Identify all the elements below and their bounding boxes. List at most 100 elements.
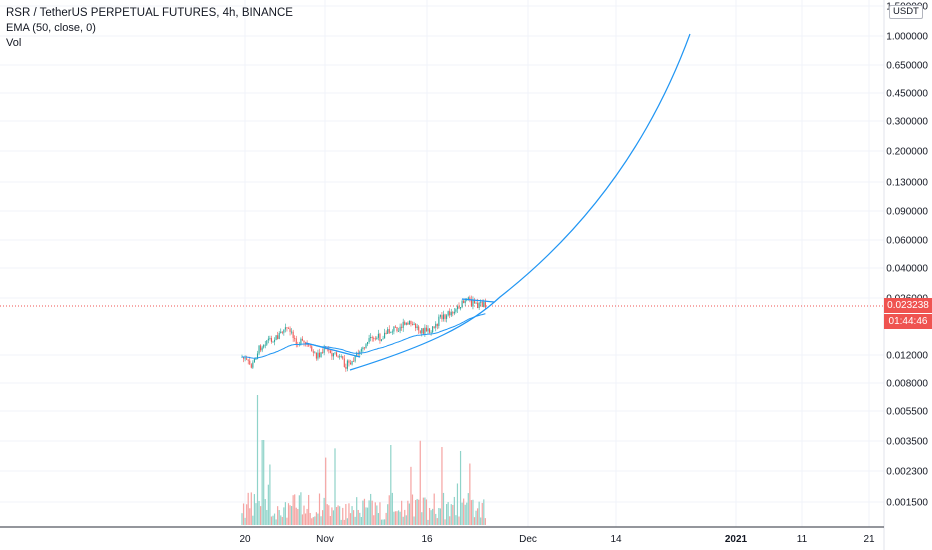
candle-body bbox=[393, 326, 395, 332]
volume-bar bbox=[416, 498, 418, 525]
descending-trendline[interactable] bbox=[305, 342, 361, 358]
volume-bar bbox=[407, 500, 409, 525]
volume-bar bbox=[384, 519, 386, 525]
volume-bar bbox=[387, 504, 389, 525]
volume-bar bbox=[281, 516, 283, 525]
candle-body bbox=[477, 302, 479, 309]
volume-bar bbox=[275, 519, 277, 525]
candle-body bbox=[390, 331, 392, 333]
volume-bar bbox=[278, 510, 280, 525]
volume-bar bbox=[255, 503, 257, 525]
volume-bar bbox=[304, 513, 307, 525]
candle-body bbox=[250, 364, 252, 368]
candlesticks bbox=[241, 295, 486, 372]
volume-bar bbox=[339, 506, 341, 525]
candle-body bbox=[270, 338, 272, 342]
currency-badge[interactable]: USDT bbox=[889, 5, 923, 19]
candle-body bbox=[329, 350, 331, 354]
volume-bar bbox=[300, 492, 302, 525]
candle-body bbox=[410, 320, 412, 325]
volume-bar bbox=[461, 502, 463, 525]
volume-bar bbox=[430, 510, 432, 525]
candle-body bbox=[404, 321, 406, 325]
candle-body bbox=[365, 344, 367, 349]
volume-bar bbox=[256, 395, 259, 525]
volume-bar bbox=[365, 507, 367, 525]
time-axis[interactable]: 20 Nov 16 Dec 14 2021 11 21 bbox=[239, 534, 875, 545]
volume-bar bbox=[456, 483, 459, 525]
candle-body bbox=[318, 352, 321, 357]
candle-body bbox=[260, 345, 262, 351]
volume-bar bbox=[323, 497, 325, 525]
candle-body bbox=[348, 360, 350, 363]
volume-bar bbox=[335, 507, 338, 525]
volume-bar bbox=[325, 457, 327, 525]
candle-body bbox=[467, 297, 469, 300]
price-tick-label: 0.040000 bbox=[886, 264, 928, 275]
candle-body bbox=[256, 353, 259, 359]
volume-bar bbox=[424, 497, 426, 525]
volume-bar bbox=[246, 504, 248, 525]
volume-bar bbox=[470, 500, 472, 525]
candle-body bbox=[360, 349, 362, 352]
volume-bar bbox=[348, 503, 350, 525]
volume-bar bbox=[368, 500, 370, 525]
volume-bar bbox=[466, 502, 468, 525]
volume-bar bbox=[315, 512, 317, 525]
volume-bar bbox=[359, 512, 361, 525]
volume-bar bbox=[449, 516, 451, 525]
parabolic-curve[interactable] bbox=[349, 33, 691, 371]
candle-body bbox=[387, 329, 389, 334]
volume-bar bbox=[258, 500, 260, 525]
candle-body bbox=[407, 322, 409, 325]
volume-bar bbox=[272, 515, 274, 525]
symbol-title[interactable]: RSR / TetherUS PERPETUAL FUTURES, 4h, BI… bbox=[6, 7, 293, 19]
candle-body bbox=[349, 362, 352, 365]
volume-bar bbox=[385, 512, 387, 525]
candle-body bbox=[481, 301, 483, 307]
candle-body bbox=[253, 359, 255, 363]
candle-body bbox=[480, 301, 482, 303]
candle-body bbox=[345, 366, 347, 369]
time-tick-label: 11 bbox=[797, 534, 808, 545]
volume-bar bbox=[475, 510, 477, 525]
time-tick-label: 16 bbox=[421, 534, 433, 545]
top-trendline[interactable] bbox=[461, 298, 495, 303]
candle-body bbox=[444, 314, 446, 319]
volume-bar bbox=[292, 495, 294, 525]
volume-bar bbox=[453, 496, 455, 525]
candle-body bbox=[252, 362, 254, 368]
candle-body bbox=[458, 306, 460, 309]
candle-body bbox=[363, 347, 365, 349]
volume-bar bbox=[318, 493, 321, 525]
candle-body bbox=[309, 345, 311, 347]
candle-body bbox=[415, 323, 417, 328]
volume-bar bbox=[455, 515, 457, 525]
ema-indicator-label[interactable]: EMA (50, close, 0) bbox=[6, 22, 96, 34]
candle-body bbox=[312, 351, 314, 353]
volume-bar bbox=[464, 504, 466, 525]
volume-bar bbox=[314, 516, 316, 525]
candle-body bbox=[246, 358, 248, 360]
volume-bar bbox=[380, 519, 383, 525]
volume-bar bbox=[390, 445, 392, 525]
candle-body bbox=[266, 340, 268, 345]
candle-body bbox=[385, 332, 387, 334]
volume-bar bbox=[267, 484, 269, 525]
candle-body bbox=[243, 356, 245, 359]
candle-body bbox=[284, 327, 286, 330]
candle-body bbox=[315, 352, 317, 359]
volume-indicator-label[interactable]: Vol bbox=[6, 37, 22, 49]
volume-bar bbox=[444, 519, 446, 525]
candle-body bbox=[362, 347, 364, 350]
volume-bar bbox=[379, 502, 381, 525]
price-axis[interactable]: 1.5000001.0000000.6500000.4500000.300000… bbox=[886, 2, 928, 509]
volume-bar bbox=[450, 504, 452, 525]
volume-bar bbox=[283, 507, 285, 525]
candle-body bbox=[402, 321, 404, 328]
volume-bar bbox=[432, 508, 434, 525]
volume-bar bbox=[402, 516, 404, 525]
volume-bar bbox=[357, 509, 359, 525]
volume-bar bbox=[394, 511, 397, 525]
